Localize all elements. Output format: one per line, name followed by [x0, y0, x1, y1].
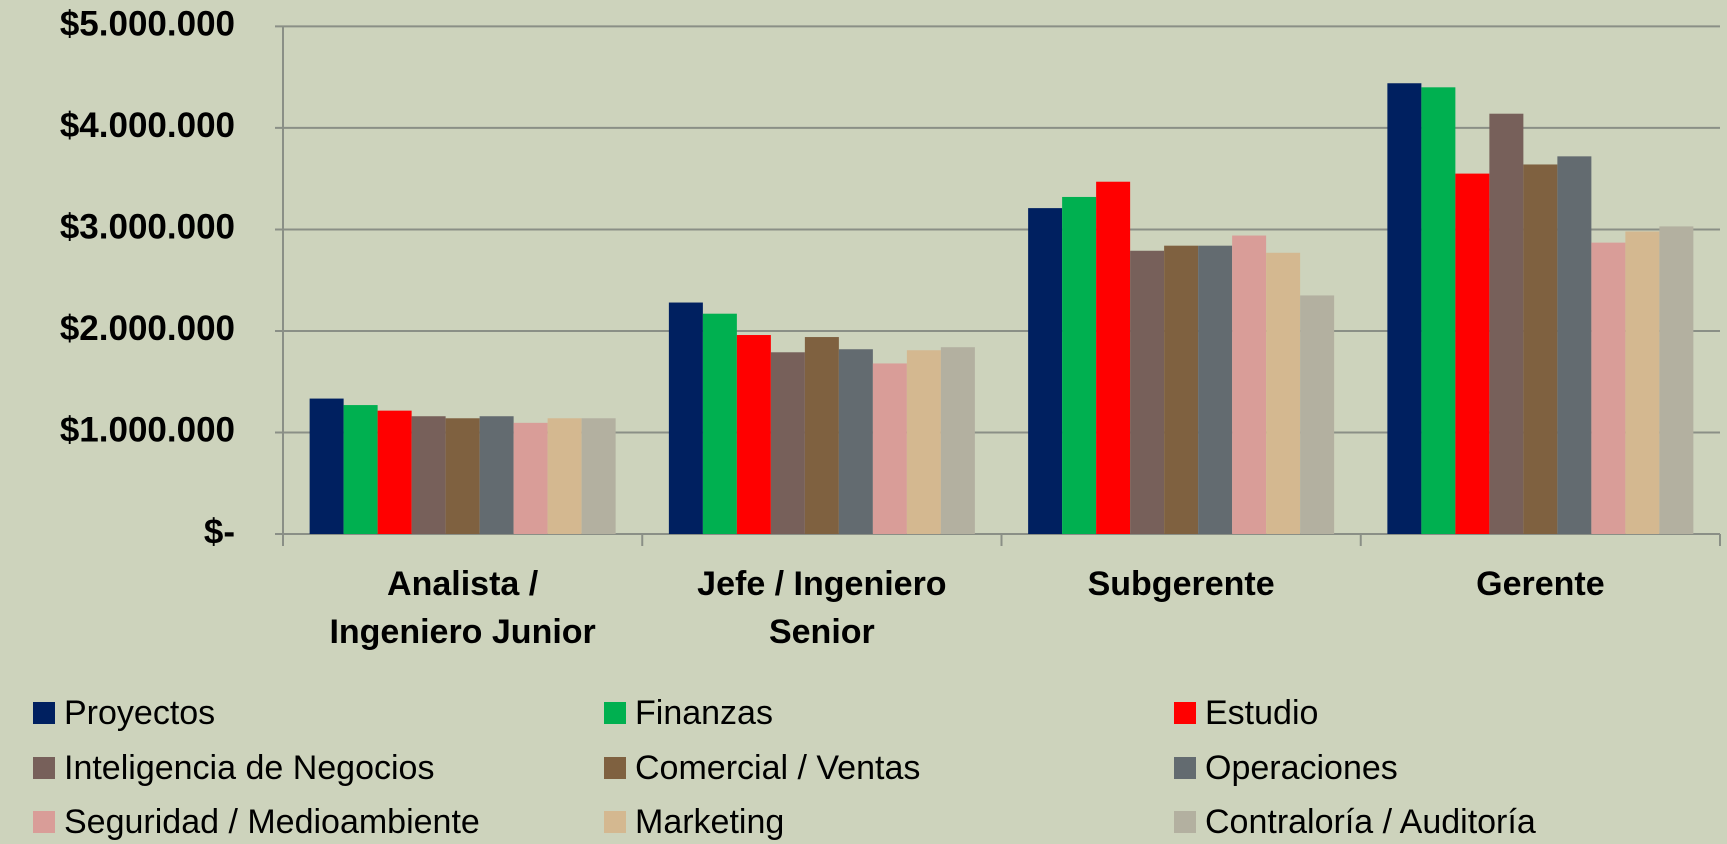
legend-label: Comercial / Ventas [635, 748, 921, 787]
legend-label: Inteligencia de Negocios [64, 748, 435, 787]
legend-swatch [1174, 702, 1196, 724]
bar [1266, 252, 1301, 534]
bar [1028, 208, 1063, 535]
legend-label: Seguridad / Medioambiente [64, 802, 480, 841]
y-tick-label: $4.000.000 [60, 106, 235, 145]
legend-label: Estudio [1205, 693, 1319, 732]
legend-swatch [604, 757, 626, 779]
bar [1164, 245, 1199, 534]
bar [1232, 235, 1267, 535]
legend-item: Contraloría / Auditoría [1174, 800, 1536, 844]
bar [343, 405, 378, 534]
bar [1096, 181, 1131, 535]
legend-item: Proyectos [33, 691, 215, 735]
legend-label: Operaciones [1205, 748, 1398, 787]
legend-label: Contraloría / Auditoría [1205, 802, 1536, 841]
bar [940, 347, 975, 534]
bar [1489, 113, 1524, 534]
legend-item: Finanzas [604, 691, 773, 735]
bar [1659, 226, 1694, 534]
bar [1421, 87, 1456, 534]
legend-label: Marketing [635, 802, 785, 841]
legend-item: Marketing [604, 800, 784, 844]
bar [547, 418, 582, 534]
bar [1198, 245, 1233, 534]
legend-swatch [604, 811, 626, 833]
y-tick-label: $1.000.000 [60, 411, 235, 450]
legend-swatch [33, 811, 55, 833]
legend-item: Estudio [1174, 691, 1318, 735]
legend-item: Comercial / Ventas [604, 746, 920, 790]
x-tick-label: Subgerente [1087, 565, 1275, 603]
bar [804, 337, 839, 534]
legend-label: Proyectos [64, 693, 216, 732]
x-tick-label: Analista / Ingeniero Junior [329, 565, 596, 651]
legend-swatch [1174, 757, 1196, 779]
bar [1062, 196, 1097, 534]
bar [906, 350, 941, 534]
y-tick-label: $- [204, 512, 235, 551]
bar [1455, 173, 1490, 534]
bar [1387, 83, 1422, 535]
bar [838, 349, 873, 534]
legend-swatch [604, 702, 626, 724]
legend-swatch [33, 757, 55, 779]
y-tick-label: $2.000.000 [60, 309, 235, 348]
bar [445, 418, 480, 534]
legend-item: Operaciones [1174, 746, 1398, 790]
x-tick-label: Jefe / Ingeniero Senior [697, 565, 947, 651]
legend-item: Inteligencia de Negocios [33, 746, 434, 790]
legend-label: Finanzas [635, 693, 773, 732]
legend-item: Seguridad / Medioambiente [33, 800, 480, 844]
bar [377, 410, 412, 534]
bar [1523, 164, 1558, 534]
bar [479, 416, 514, 534]
bar [736, 335, 771, 534]
legend-swatch [33, 702, 55, 724]
bar [668, 302, 703, 534]
bar [1130, 250, 1165, 534]
bar [513, 422, 548, 534]
bar [872, 363, 907, 534]
bar [702, 313, 737, 534]
bar [1591, 242, 1626, 534]
bar [1557, 156, 1592, 535]
y-tick-label: $5.000.000 [60, 5, 235, 44]
bar [309, 398, 344, 534]
y-tick-label: $3.000.000 [60, 208, 235, 247]
bar [1625, 231, 1660, 534]
bar [770, 352, 805, 534]
bar [411, 416, 446, 534]
bar [581, 418, 616, 534]
legend-swatch [1174, 811, 1196, 833]
x-tick-label: Gerente [1476, 565, 1605, 603]
bar [1300, 295, 1335, 534]
